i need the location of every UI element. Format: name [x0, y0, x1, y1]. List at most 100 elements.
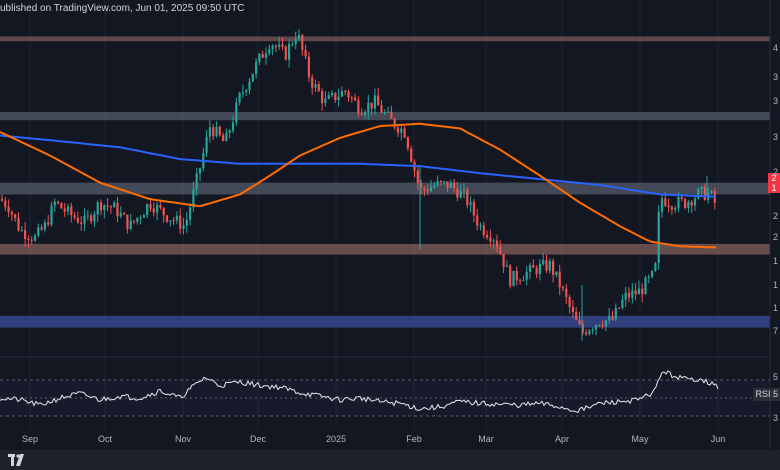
- candle-body: [594, 325, 598, 330]
- candle-body: [459, 190, 462, 198]
- candle-body: [588, 330, 591, 335]
- resistance-zone-middle: [0, 182, 770, 195]
- candle-body: [575, 312, 578, 320]
- candle-body: [680, 197, 683, 199]
- candle-body: [670, 207, 673, 210]
- candle-body: [509, 265, 512, 287]
- candle-body: [406, 137, 409, 149]
- candle-body: [390, 111, 393, 119]
- candle-body: [218, 126, 221, 136]
- candle-body: [495, 240, 499, 248]
- candle-body: [410, 148, 413, 162]
- candle-body: [264, 53, 268, 58]
- candle-body: [387, 111, 390, 113]
- candle-body: [453, 182, 456, 189]
- candle-body: [591, 329, 594, 331]
- candle-body: [585, 332, 588, 335]
- rsi-value: 5: [772, 389, 778, 399]
- chart-grid: [29, 0, 719, 430]
- candle-body: [690, 201, 693, 206]
- candle-body: [578, 319, 581, 325]
- candle-body: [324, 98, 327, 104]
- time-axis-label: Apr: [554, 434, 570, 444]
- support-zone-middle: [0, 243, 770, 255]
- candle-body: [288, 44, 291, 60]
- candle-body: [274, 45, 277, 47]
- candle-body: [294, 39, 297, 44]
- candle-body: [20, 229, 23, 231]
- candle-body: [396, 127, 400, 133]
- candle-body: [489, 237, 492, 242]
- candle-body: [462, 189, 466, 191]
- candle-body: [538, 263, 541, 275]
- price-axis-label: 5: [772, 372, 778, 382]
- candle-body: [258, 53, 261, 62]
- candle-body: [146, 204, 149, 216]
- candle-body: [558, 271, 561, 288]
- candle-body: [99, 202, 103, 211]
- last-price-line1: 2: [771, 173, 777, 183]
- candle-body: [156, 204, 159, 213]
- candle-body: [136, 217, 139, 222]
- candle-body: [697, 189, 700, 199]
- candle-body: [614, 307, 617, 320]
- candle-body: [604, 320, 607, 327]
- candle-body: [317, 84, 320, 92]
- candle-body: [657, 211, 660, 264]
- candle-body: [225, 132, 228, 142]
- rsi-band: [0, 380, 770, 416]
- time-axis-label: May: [631, 434, 649, 444]
- chart-header: ublished on TradingView.com, Jun 01, 202…: [0, 3, 245, 14]
- candle-body: [634, 290, 637, 295]
- candle-body: [350, 97, 353, 99]
- candle-body: [93, 214, 96, 222]
- candle-body: [172, 220, 175, 222]
- candle-body: [37, 227, 40, 236]
- candle-body: [248, 81, 251, 91]
- candle-body: [482, 225, 485, 236]
- candle-body: [113, 202, 116, 208]
- tradingview-logo-icon[interactable]: [8, 454, 28, 466]
- time-axis-label: Jun: [710, 434, 726, 444]
- candle-body: [565, 288, 568, 298]
- candle-body: [486, 235, 489, 238]
- resistance-zone-upper: [0, 111, 770, 121]
- candle-body: [667, 205, 670, 208]
- candle-body: [654, 263, 657, 271]
- resistance-zone-top: [0, 36, 770, 42]
- candle-body: [469, 202, 472, 206]
- candle-body: [512, 270, 515, 287]
- time-axis-label: Nov: [174, 434, 192, 444]
- candle-body: [304, 49, 307, 57]
- candle-body: [245, 90, 248, 93]
- candle-body: [380, 105, 383, 113]
- candle-body: [182, 225, 185, 229]
- candle-body: [631, 290, 634, 298]
- candle-body: [14, 214, 17, 218]
- candle-body: [238, 93, 241, 103]
- candle-body: [456, 188, 459, 198]
- candle-body: [429, 187, 433, 192]
- price-axis-label: 3: [772, 96, 778, 106]
- candle-body: [608, 315, 611, 321]
- candle-body: [86, 215, 89, 217]
- candle-body: [363, 112, 367, 115]
- candle-body: [251, 73, 254, 82]
- candle-body: [321, 91, 324, 104]
- price-axis-label: 3: [772, 413, 778, 423]
- candle-body: [433, 185, 436, 188]
- rsi-value-tag: RSI 5: [753, 388, 780, 401]
- candle-body: [499, 247, 502, 255]
- candle-body: [466, 189, 469, 206]
- candle-body: [281, 44, 284, 47]
- candle-body: [152, 208, 155, 213]
- time-axis-label: Oct: [97, 434, 113, 444]
- candle-body: [278, 44, 281, 47]
- candle-body: [618, 307, 621, 309]
- candle-body: [598, 325, 601, 327]
- candle-body: [476, 215, 479, 226]
- price-axis-label: 3: [772, 72, 778, 82]
- candle-body: [185, 219, 188, 226]
- candle-body: [149, 204, 152, 209]
